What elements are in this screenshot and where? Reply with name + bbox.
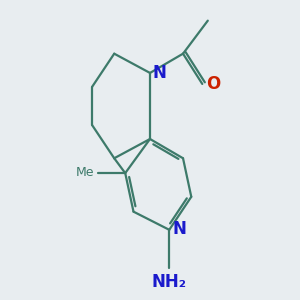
Text: NH₂: NH₂ <box>152 273 187 291</box>
Text: N: N <box>153 64 166 82</box>
Text: Me: Me <box>76 166 94 178</box>
Text: O: O <box>206 75 220 93</box>
Text: N: N <box>172 220 186 238</box>
